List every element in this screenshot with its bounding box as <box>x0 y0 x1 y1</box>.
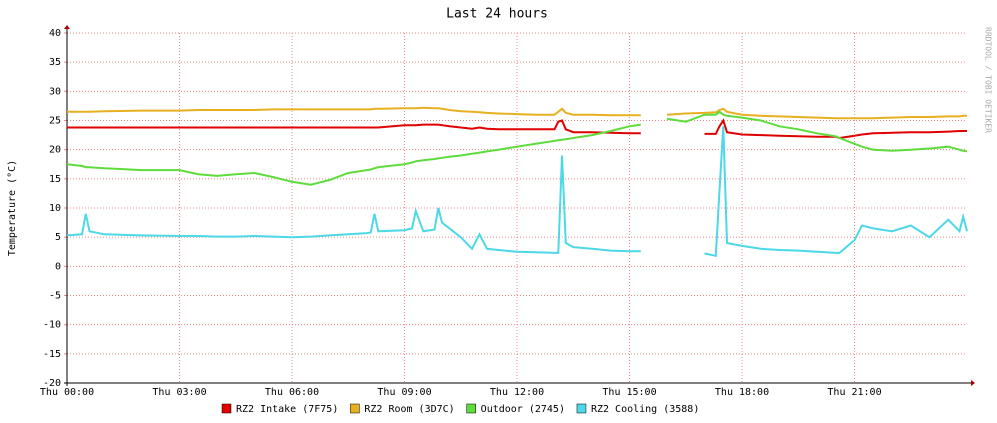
legend-label: RZ2 Cooling (3588) <box>591 404 699 415</box>
legend-swatch <box>350 403 360 414</box>
watermark: RRDTOOL / TOBI OETIKER <box>984 27 993 133</box>
legend-label: RZ2 Room (3D7C) <box>364 404 454 415</box>
y-tick-label: -5 <box>49 291 61 302</box>
y-tick-label: 30 <box>49 86 61 97</box>
y-tick-label: 10 <box>49 203 61 214</box>
legend-swatch <box>576 403 587 414</box>
legend-swatch <box>221 403 232 414</box>
series-line <box>66 126 968 258</box>
axis-arrow <box>64 25 70 29</box>
legend-label: Outdoor (2745) <box>481 404 565 415</box>
x-tick-label: Thu 18:00 <box>715 387 769 398</box>
x-tick-label: Thu 12:00 <box>490 387 544 398</box>
y-axis-label: Temperature (°C) <box>7 160 18 256</box>
legend-label: RZ2 Intake (7F75) <box>236 404 338 415</box>
y-tick-label: 25 <box>49 116 61 127</box>
y-tick-label: -15 <box>43 349 61 360</box>
x-tick-label: Thu 09:00 <box>377 387 431 398</box>
x-tick-label: Thu 06:00 <box>265 387 319 398</box>
y-tick-label: 20 <box>49 145 61 156</box>
y-tick-label: 35 <box>49 57 61 68</box>
x-tick-label: Thu 15:00 <box>602 387 656 398</box>
chart-title: Last 24 hours <box>446 7 548 22</box>
y-tick-label: 0 <box>55 261 61 272</box>
y-tick-label: 40 <box>49 28 61 39</box>
axis-arrow <box>971 380 975 386</box>
y-tick-label: -20 <box>43 378 61 389</box>
x-tick-label: Thu 03:00 <box>152 387 206 398</box>
series-line <box>66 110 968 186</box>
y-tick-label: -10 <box>43 320 61 331</box>
y-tick-label: 15 <box>49 174 61 185</box>
y-tick-label: 5 <box>55 232 61 243</box>
series-line <box>67 106 967 120</box>
legend-swatch <box>466 403 476 414</box>
x-tick-label: Thu 00:00 <box>40 387 94 398</box>
x-tick-label: Thu 21:00 <box>827 387 881 398</box>
